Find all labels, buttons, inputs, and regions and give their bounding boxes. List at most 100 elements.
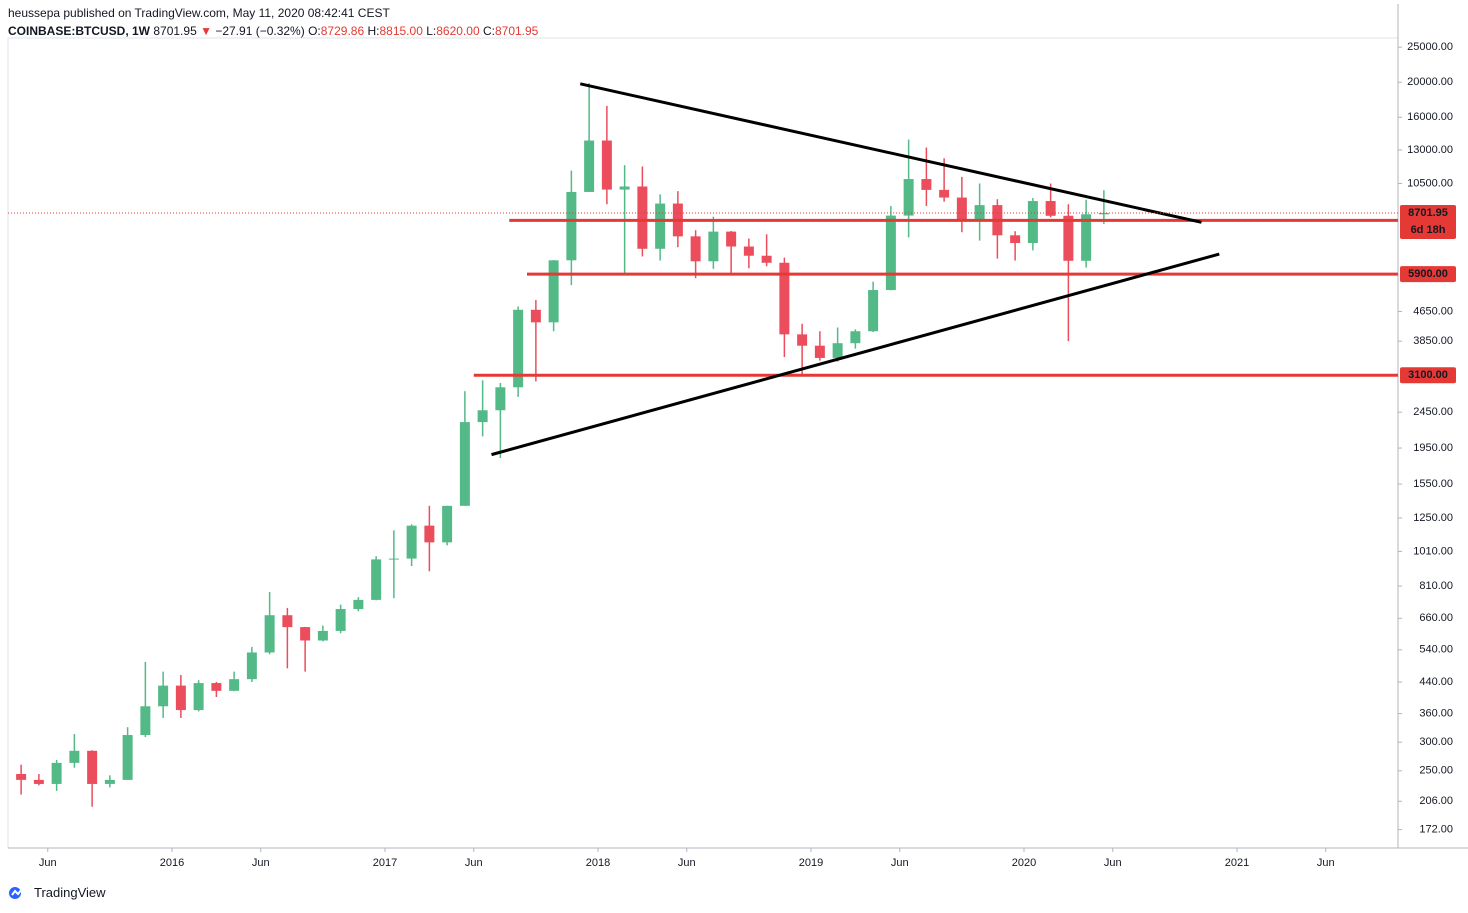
candle-body [353, 599, 364, 610]
candle-body [779, 262, 790, 335]
ohlc-value: 8701.95 [494, 24, 539, 38]
candle-body [743, 246, 754, 256]
y-tick-label: 810.00 [1419, 580, 1453, 592]
y-tick-label: 25000.00 [1407, 41, 1453, 53]
candle-body [619, 186, 630, 190]
candle-body [1081, 214, 1092, 261]
candle-body [51, 762, 62, 784]
y-tick-label: 300.00 [1419, 736, 1453, 748]
countdown-label: 6d 18h [1411, 224, 1446, 236]
candle-body [175, 685, 186, 711]
x-tick-label: Jun [1317, 857, 1335, 869]
candle-body [956, 197, 967, 221]
candle-body [530, 309, 541, 323]
candle-body [442, 505, 453, 543]
candle-body [726, 231, 737, 247]
candle-body [1063, 215, 1074, 261]
candle-body [690, 236, 701, 262]
candle-body [104, 779, 115, 784]
candle-body [761, 255, 772, 263]
candle-body [158, 685, 169, 707]
y-tick-label: 660.00 [1419, 612, 1453, 624]
footer: TradingView [8, 885, 106, 900]
publisher: heussepa published on TradingView.com, M… [8, 6, 390, 20]
candle-body [708, 231, 719, 262]
x-tick-label: Jun [1104, 857, 1122, 869]
candle-body [459, 422, 470, 506]
candle-body [140, 706, 151, 736]
ohlc-value: 8815.00 [379, 24, 423, 38]
candle-body [974, 205, 985, 221]
candle-body [16, 774, 27, 780]
candle-body [193, 683, 204, 711]
x-tick-label: 2020 [1012, 857, 1036, 869]
y-tick-label: 1950.00 [1413, 442, 1453, 454]
candle-body [371, 559, 382, 600]
candle-body [264, 615, 275, 653]
candle-body [87, 750, 98, 784]
ohlc-label: L: [426, 24, 437, 38]
trend-line [491, 252, 1220, 457]
candle-body [246, 652, 257, 680]
ohlc-label: O: [308, 24, 321, 38]
candle-body [832, 343, 843, 358]
candle-body [655, 203, 666, 249]
price: 8701.95 [153, 24, 197, 38]
level-label: 3100.00 [1408, 369, 1448, 381]
candle-body [921, 179, 932, 190]
candle-body [282, 615, 293, 628]
candle-body [424, 525, 435, 543]
candle-body [584, 140, 595, 192]
candle-body [868, 290, 879, 332]
y-tick-label: 1010.00 [1413, 545, 1453, 557]
candle-body [1010, 235, 1021, 243]
candle-body [814, 345, 825, 358]
level-label: 5900.00 [1408, 268, 1448, 280]
y-tick-label: 172.00 [1419, 824, 1453, 836]
candle-body [33, 779, 44, 784]
candle-body [211, 683, 222, 691]
candle-body [388, 558, 399, 560]
y-tick-label: 20000.00 [1407, 76, 1453, 88]
ohlc-value: 8729.86 [320, 24, 365, 38]
y-tick-label: 206.00 [1419, 795, 1453, 807]
x-tick-label: Jun [252, 857, 270, 869]
candle-body [797, 334, 808, 346]
x-tick-label: Jun [39, 857, 57, 869]
trend-line [579, 82, 1202, 224]
y-tick-label: 3850.00 [1413, 335, 1453, 347]
symbol: COINBASE:BTCUSD, 1W [8, 24, 151, 38]
candle-body [317, 630, 328, 641]
ohlc-label: C: [482, 24, 495, 38]
plot-bg [7, 37, 1399, 849]
y-tick-label: 13000.00 [1407, 144, 1453, 156]
x-tick-label: 2021 [1225, 857, 1249, 869]
candle-body [601, 140, 612, 190]
candle-body [850, 331, 861, 344]
x-tick-label: 2017 [373, 857, 397, 869]
candle-body [477, 410, 488, 423]
candle-body [1045, 201, 1056, 216]
candle-body [885, 215, 896, 291]
last-badge [1400, 204, 1456, 239]
change: −27.91 (−0.32%) [215, 24, 305, 38]
candle-body [548, 260, 559, 323]
level-badge [1400, 367, 1456, 384]
candle-body [335, 609, 346, 631]
candle-body [637, 186, 648, 249]
candle-body [566, 191, 577, 261]
y-tick-label: 16000.00 [1407, 111, 1453, 123]
ohlc: O:8729.86 H:8815.00 L:8620.00 C:8701.95 [308, 24, 538, 38]
x-tick-label: 2016 [160, 857, 184, 869]
arrow: ▼ [200, 24, 212, 38]
candle-body [903, 179, 914, 216]
symbol-line: COINBASE:BTCUSD, 1W 8701.95 ▼ −27.91 (−0… [8, 22, 538, 40]
candle-body [122, 735, 133, 780]
x-tick-label: Jun [678, 857, 696, 869]
logo [9, 886, 23, 899]
candle-body [69, 750, 80, 763]
x-tick-label: Jun [891, 857, 909, 869]
candle-body [1098, 212, 1109, 215]
